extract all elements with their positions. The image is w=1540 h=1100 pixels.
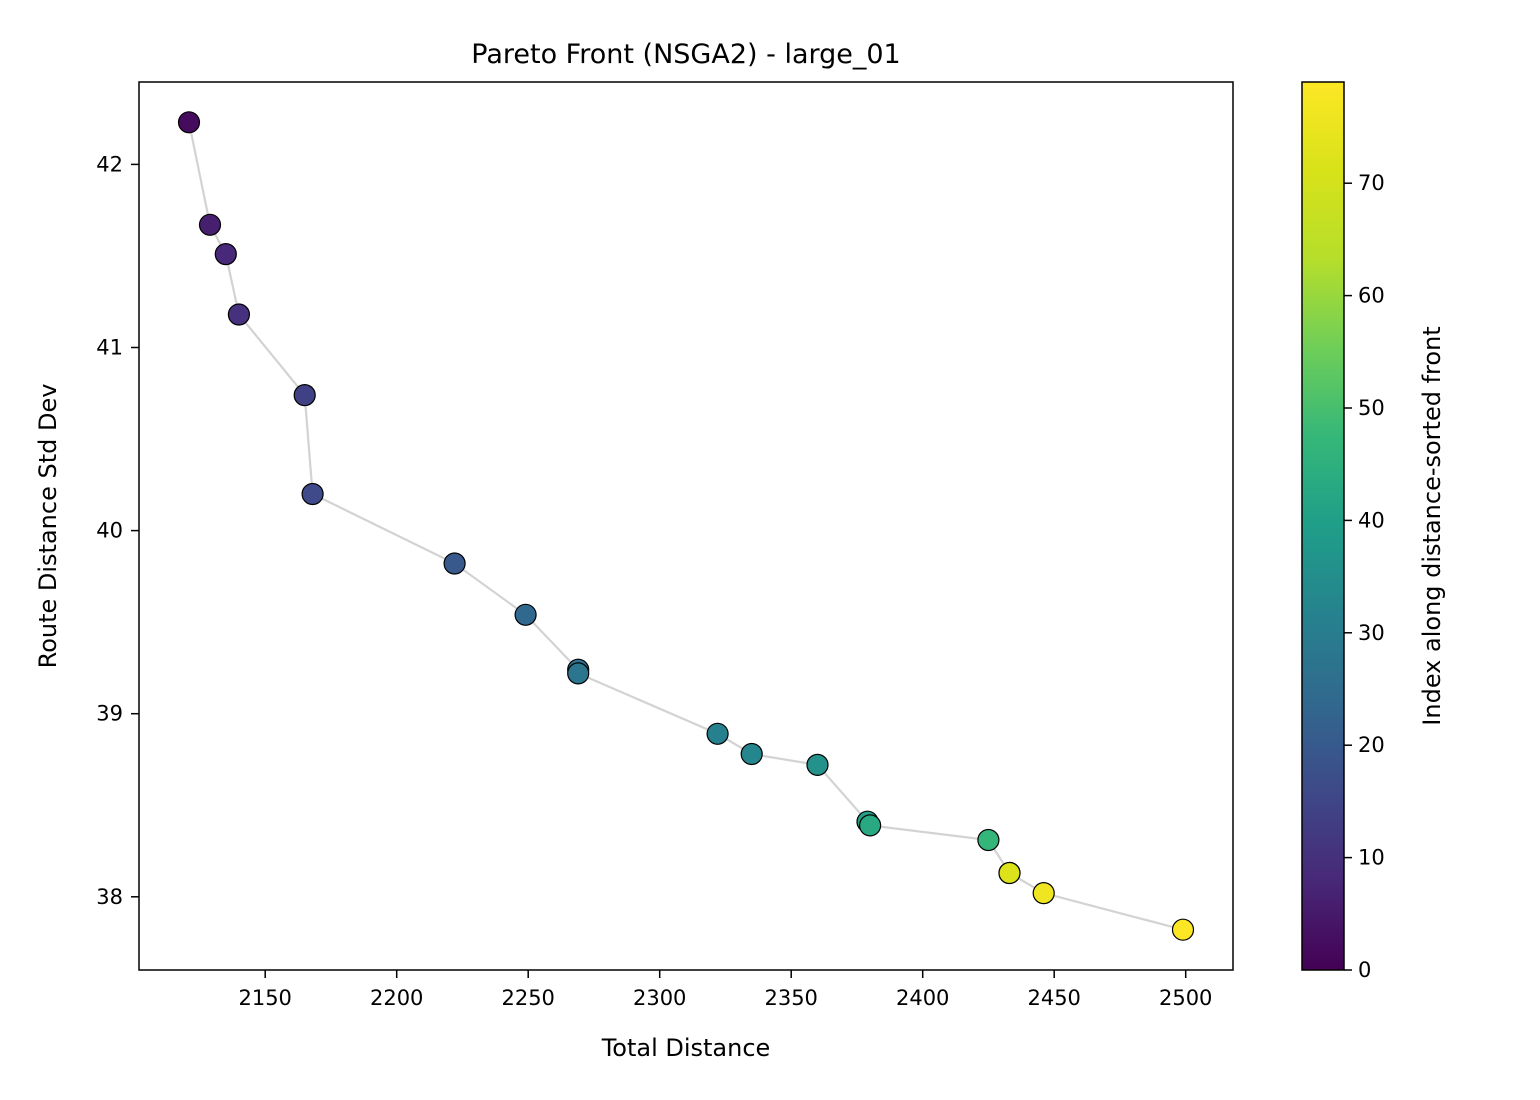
y-axis-label: Route Distance Std Dev: [34, 384, 62, 669]
front-line-layer: [187, 121, 1185, 931]
y-tick-label: 38: [96, 885, 123, 909]
pareto-point: [293, 384, 316, 407]
pareto-point: [567, 662, 590, 685]
pareto-point: [177, 111, 201, 134]
colorbar-tick-label: 0: [1358, 958, 1371, 982]
y-tick-label: 42: [96, 152, 123, 176]
pareto-point: [740, 742, 763, 766]
x-axis-ticks: 2150 2200 2250 2300 2350 2400 2450 2500: [238, 970, 1212, 1010]
colorbar-tick-label: 50: [1358, 396, 1385, 420]
x-tick-label: 2250: [501, 986, 554, 1010]
x-tick-label: 2300: [633, 986, 686, 1010]
colorbar-tick-label: 10: [1358, 846, 1385, 870]
pareto-point: [514, 603, 537, 626]
y-axis-ticks: 38 39 40 41 42: [96, 152, 139, 909]
x-tick-label: 2450: [1027, 986, 1080, 1010]
colorbar-tick-label: 20: [1358, 733, 1385, 757]
y-tick-label: 39: [96, 702, 123, 726]
pareto-point: [301, 482, 324, 506]
colorbar: [1301, 81, 1345, 971]
pareto-point: [706, 722, 729, 745]
y-tick-label: 40: [96, 519, 123, 543]
plot-frame: [138, 81, 1234, 971]
pareto-point: [806, 753, 829, 777]
pareto-point: [443, 552, 466, 575]
x-axis-label: Total Distance: [601, 1034, 771, 1062]
colorbar-tick-label: 30: [1358, 621, 1385, 645]
pareto-point: [198, 213, 222, 236]
x-tick-label: 2150: [238, 986, 291, 1010]
pareto-point: [998, 861, 1021, 885]
front-line: [187, 121, 1185, 931]
colorbar-label: Index along distance-sorted front: [1418, 326, 1446, 725]
pareto-point: [1032, 881, 1055, 905]
pareto-point: [214, 243, 237, 266]
pareto-point: [977, 828, 1000, 852]
x-tick-label: 2200: [370, 986, 423, 1010]
pareto-point: [227, 303, 250, 326]
x-tick-label: 2350: [764, 986, 817, 1010]
y-tick-label: 41: [96, 336, 123, 360]
colorbar-tick-label: 70: [1358, 171, 1385, 195]
point-layer: [177, 111, 1195, 941]
colorbar-tick-label: 40: [1358, 508, 1385, 532]
x-tick-label: 2400: [896, 986, 949, 1010]
pareto-point: [1171, 918, 1195, 941]
x-tick-label: 2500: [1159, 986, 1212, 1010]
colorbar-tick-label: 60: [1358, 284, 1385, 308]
pareto-point: [858, 814, 882, 837]
colorbar-ticks: 0 10 20 30 40 50 60 70: [1344, 171, 1385, 982]
chart-title: Pareto Front (NSGA2) - large_01: [471, 39, 900, 70]
